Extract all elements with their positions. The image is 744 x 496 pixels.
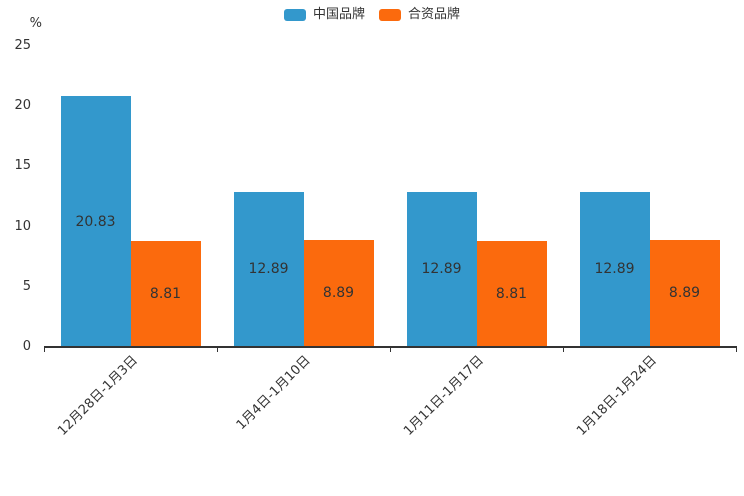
bar-joint-venture-brand[interactable]: 8.89 — [649, 239, 720, 347]
legend-swatch-china-brand-icon — [283, 9, 306, 21]
y-axis-tick-label: 25 — [14, 38, 31, 53]
y-axis-tick-label: 5 — [22, 278, 31, 294]
x-axis-tick — [390, 346, 391, 352]
bar-joint-venture-brand[interactable]: 8.89 — [303, 239, 374, 347]
x-axis-category-label: 1月18日-1月24日 — [574, 353, 661, 439]
y-axis-tick-label: 20 — [14, 98, 31, 114]
x-axis-category-label: 12月28日-1月3日 — [55, 353, 142, 439]
legend-swatch-joint-venture-brand-icon — [379, 9, 401, 21]
x-axis-tick — [563, 346, 564, 352]
bar-china-brand[interactable]: 12.89 — [579, 191, 650, 347]
legend-label-joint-venture-brand: 合资品牌 — [408, 7, 461, 22]
legend-label-china-brand: 中国品牌 — [312, 7, 365, 22]
bar-value-label: 20.83 — [75, 213, 116, 230]
bar-china-brand[interactable]: 20.83 — [60, 96, 131, 347]
bar-joint-venture-brand[interactable]: 8.81 — [476, 240, 547, 347]
bar-value-label: 12.89 — [594, 261, 635, 278]
bar-value-label: 8.89 — [668, 285, 701, 302]
bar-value-label: 8.81 — [495, 285, 528, 302]
legend-item-joint-venture-brand[interactable]: 合资品牌 — [379, 8, 460, 22]
bar-value-label: 12.89 — [421, 261, 462, 278]
y-axis-tick-label: 0 — [22, 339, 31, 354]
x-axis-category-label: 1月11日-1月17日 — [401, 353, 488, 439]
y-axis-tick-label: 15 — [14, 158, 31, 174]
legend: 中国品牌 合资品牌 — [0, 8, 744, 22]
y-axis-unit-label: % — [29, 16, 42, 31]
bar-joint-venture-brand[interactable]: 8.81 — [130, 240, 201, 347]
legend-item-china-brand[interactable]: 中国品牌 — [283, 7, 365, 22]
bar-value-label: 8.81 — [149, 285, 182, 302]
x-axis-tick — [44, 346, 45, 352]
y-axis-tick-label: 10 — [14, 218, 31, 234]
bar-china-brand[interactable]: 12.89 — [406, 191, 477, 347]
x-axis-tick — [217, 346, 218, 352]
bar-value-label: 8.89 — [322, 285, 355, 302]
bar-china-brand[interactable]: 12.89 — [233, 191, 304, 347]
x-axis-category-label: 1月4日-1月10日 — [234, 353, 315, 433]
x-axis-tick — [736, 346, 737, 352]
bar-value-label: 12.89 — [248, 261, 289, 278]
